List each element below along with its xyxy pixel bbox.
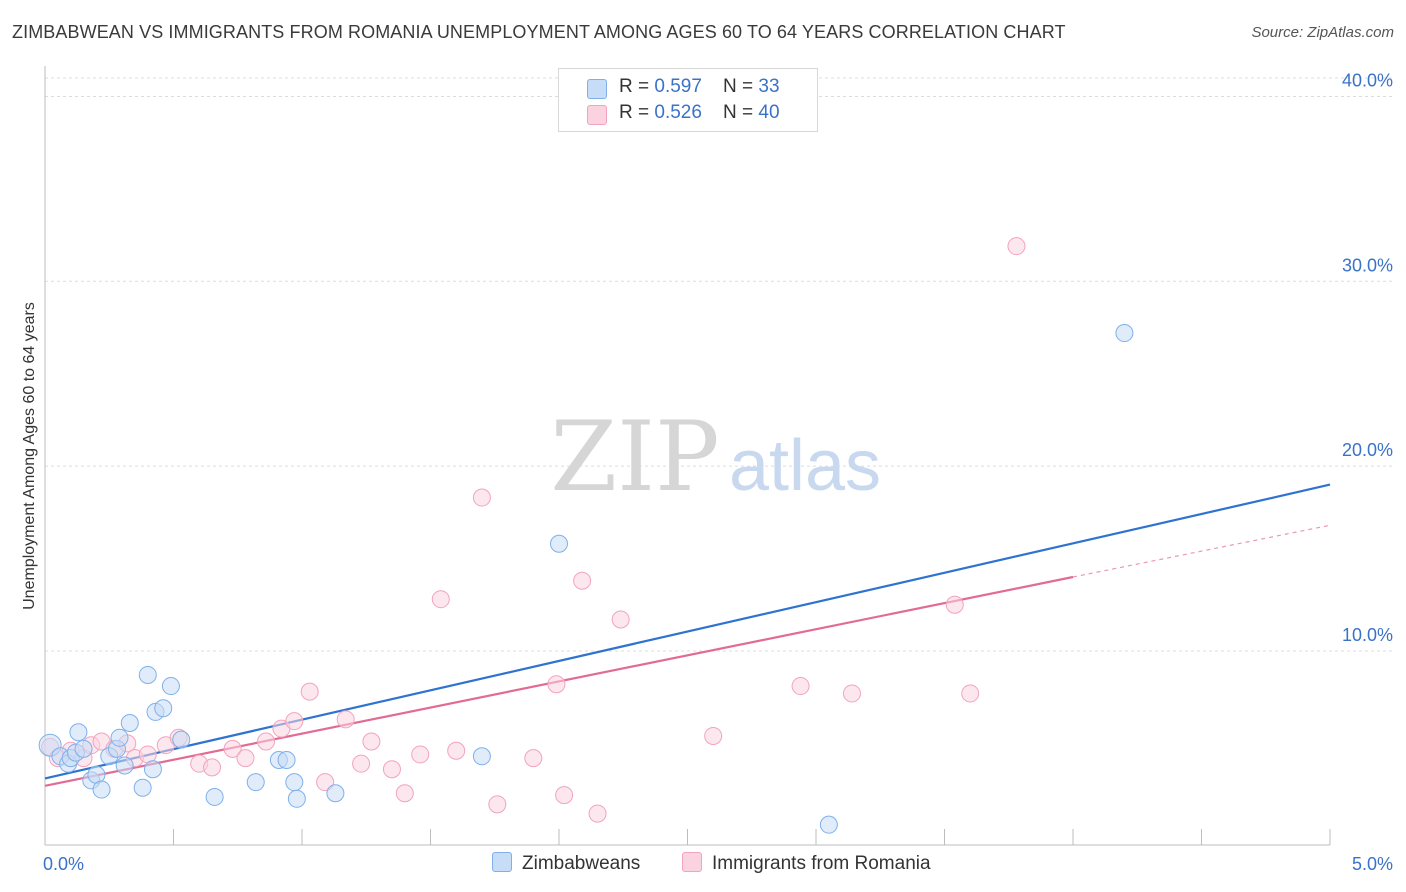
point-romania: [1007, 237, 1026, 256]
point-romania: [447, 741, 466, 760]
point-romania: [236, 749, 255, 768]
legend-r-label: R =: [619, 102, 655, 123]
legend-n-label: N =: [723, 102, 759, 123]
point-zimbabweans: [326, 784, 345, 803]
trend-line-zimbabweans: [44, 483, 1331, 780]
tick-labels: 10.0% 20.0% 30.0% 40.0% 0.0% 5.0%: [43, 70, 1393, 874]
point-zimbabweans: [246, 773, 265, 792]
y-tick-label: 20.0%: [1342, 440, 1393, 460]
point-romania: [223, 739, 242, 758]
trend-line-romania-extension: [1072, 524, 1331, 578]
point-romania: [362, 732, 381, 751]
point-romania: [791, 677, 810, 696]
watermark-atlas: atlas: [729, 426, 881, 506]
point-zimbabweans: [172, 730, 191, 749]
point-romania: [555, 786, 574, 805]
point-zimbabweans: [138, 665, 157, 684]
point-zimbabweans: [472, 747, 491, 766]
point-zimbabweans: [69, 723, 88, 742]
data-points: [38, 237, 1134, 834]
y-tick-label: 40.0%: [1342, 70, 1393, 90]
legend-n-label: N =: [723, 76, 759, 97]
point-zimbabweans: [285, 773, 304, 792]
bottom-legend-swatch-zimbabweans: [492, 852, 512, 872]
point-romania: [431, 590, 450, 609]
point-zimbabweans: [110, 728, 129, 747]
gridlines: [45, 77, 1392, 652]
point-zimbabweans: [287, 789, 306, 808]
legend-r-value: 0.597: [654, 76, 702, 97]
bottom-legend-zimbabweans: Zimbabweans: [492, 852, 640, 875]
point-romania: [472, 488, 491, 507]
point-romania: [488, 795, 507, 814]
point-zimbabweans: [1115, 324, 1134, 343]
legend-swatch-romania: [587, 105, 607, 125]
point-zimbabweans: [115, 756, 134, 775]
point-romania: [285, 712, 304, 731]
point-romania: [573, 571, 592, 590]
bottom-legend-label-zimbabweans: Zimbabweans: [522, 853, 641, 874]
point-zimbabweans: [92, 780, 111, 799]
point-romania: [352, 754, 371, 773]
point-zimbabweans: [143, 760, 162, 779]
point-romania: [524, 749, 543, 768]
point-romania: [336, 710, 355, 729]
point-zimbabweans: [133, 778, 152, 797]
point-romania: [961, 684, 980, 703]
watermark: ZIP atlas: [550, 401, 881, 513]
legend-n-value: 40: [758, 102, 780, 123]
bottom-legend-label-romania: Immigrants from Romania: [712, 853, 931, 874]
correlation-legend: R = 0.597 N = 33 R = 0.526 N = 40: [558, 68, 818, 132]
y-axis-label: Unemployment Among Ages 60 to 64 years: [21, 302, 38, 610]
chart-title: ZIMBABWEAN VS IMMIGRANTS FROM ROMANIA UN…: [12, 22, 1066, 42]
point-romania: [547, 675, 566, 694]
point-zimbabweans: [277, 750, 296, 769]
point-romania: [316, 773, 335, 792]
y-tick-label: 30.0%: [1342, 255, 1393, 275]
point-romania: [411, 745, 430, 764]
point-romania: [588, 804, 607, 823]
point-romania: [203, 758, 222, 777]
point-romania: [704, 726, 723, 745]
source-label: Source: ZipAtlas.com: [1251, 24, 1394, 41]
y-tick-label: 10.0%: [1342, 625, 1393, 645]
point-romania: [611, 610, 630, 629]
trend-lines: [44, 483, 1331, 787]
legend-r-value: 0.526: [654, 102, 702, 123]
bottom-legend-romania: Immigrants from Romania: [682, 852, 931, 875]
axes: [44, 66, 1331, 846]
point-zimbabweans: [550, 534, 568, 553]
point-romania: [257, 732, 276, 751]
bottom-legend-swatch-romania: [682, 852, 702, 872]
point-zimbabweans: [205, 787, 224, 806]
point-romania: [382, 760, 401, 779]
point-romania: [300, 682, 319, 701]
x-tick-label: 0.0%: [43, 854, 84, 874]
point-zimbabweans: [819, 815, 838, 834]
x-tick-label: 5.0%: [1352, 854, 1393, 874]
point-zimbabweans: [120, 714, 139, 733]
point-zimbabweans: [161, 677, 180, 696]
point-romania: [945, 595, 964, 614]
legend-swatch-zimbabweans: [587, 79, 607, 99]
point-romania: [395, 784, 414, 803]
legend-n-value: 33: [758, 76, 780, 97]
legend-r-label: R =: [619, 76, 655, 97]
watermark-zip: ZIP: [550, 401, 719, 513]
point-romania: [842, 684, 861, 703]
point-zimbabweans: [74, 739, 93, 758]
point-zimbabweans: [154, 699, 173, 718]
